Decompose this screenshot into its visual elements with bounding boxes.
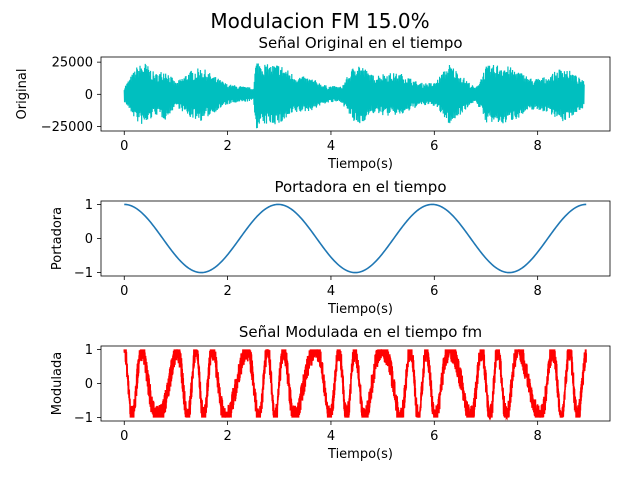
y-axis-label-original: Original <box>15 69 30 120</box>
y-tick-label-portadora: −1 <box>74 266 93 281</box>
x-tick-label-portadora: 6 <box>430 284 438 299</box>
y-tick-label-modulada: 0 <box>85 377 93 392</box>
panel-original: 0 2 4 6 8 25000 0 −25000 Señal Original en el ti… <box>15 34 611 172</box>
signal-line-original <box>123 63 585 129</box>
x-tick-label-modulada: 8 <box>534 429 542 444</box>
x-tick-label-modulada: 0 <box>120 429 128 444</box>
x-tick-label-portadora: 8 <box>534 284 542 299</box>
y-axis-label-portadora: Portadora <box>50 207 65 270</box>
x-tick-label-original: 4 <box>327 139 335 154</box>
x-axis-label-portadora: Tiempo(s) <box>327 302 393 317</box>
x-tick-label-modulada: 6 <box>430 429 438 444</box>
x-tick-label-portadora: 2 <box>223 284 231 299</box>
x-tick-label-original: 2 <box>223 139 231 154</box>
x-tick-label-original: 6 <box>430 139 438 154</box>
panel-title-modulada: Señal Modulada en el tiempo fm <box>239 323 482 341</box>
y-tick-label-modulada: 1 <box>85 343 93 358</box>
y-tick-label-portadora: 1 <box>85 198 93 213</box>
panel-title-original: Señal Original en el tiempo <box>258 34 462 52</box>
y-tick-label-original: 25000 <box>52 56 93 71</box>
modulated-line <box>123 349 588 421</box>
x-tick-label-modulada: 2 <box>223 429 231 444</box>
x-tick-label-original: 0 <box>120 139 128 154</box>
y-axis-label-modulada: Modulada <box>50 352 65 415</box>
figure-title: Modulacion FM 15.0% <box>210 9 429 33</box>
x-axis-label-modulada: Tiempo(s) <box>327 447 393 462</box>
y-tick-label-original: −25000 <box>41 120 93 135</box>
panel-title-portadora: Portadora en el tiempo <box>274 178 446 196</box>
axes-frame-portadora <box>100 200 611 277</box>
x-tick-label-original: 8 <box>534 139 542 154</box>
y-tick-label-modulada: −1 <box>74 411 93 426</box>
y-tick-label-portadora: 0 <box>85 232 93 247</box>
x-tick-label-portadora: 0 <box>120 284 128 299</box>
x-axis-label-original: Tiempo(s) <box>327 157 393 172</box>
x-tick-label-modulada: 4 <box>327 429 335 444</box>
y-tick-label-original: 0 <box>85 88 93 103</box>
x-tick-label-portadora: 4 <box>327 284 335 299</box>
carrier-line <box>124 203 587 274</box>
